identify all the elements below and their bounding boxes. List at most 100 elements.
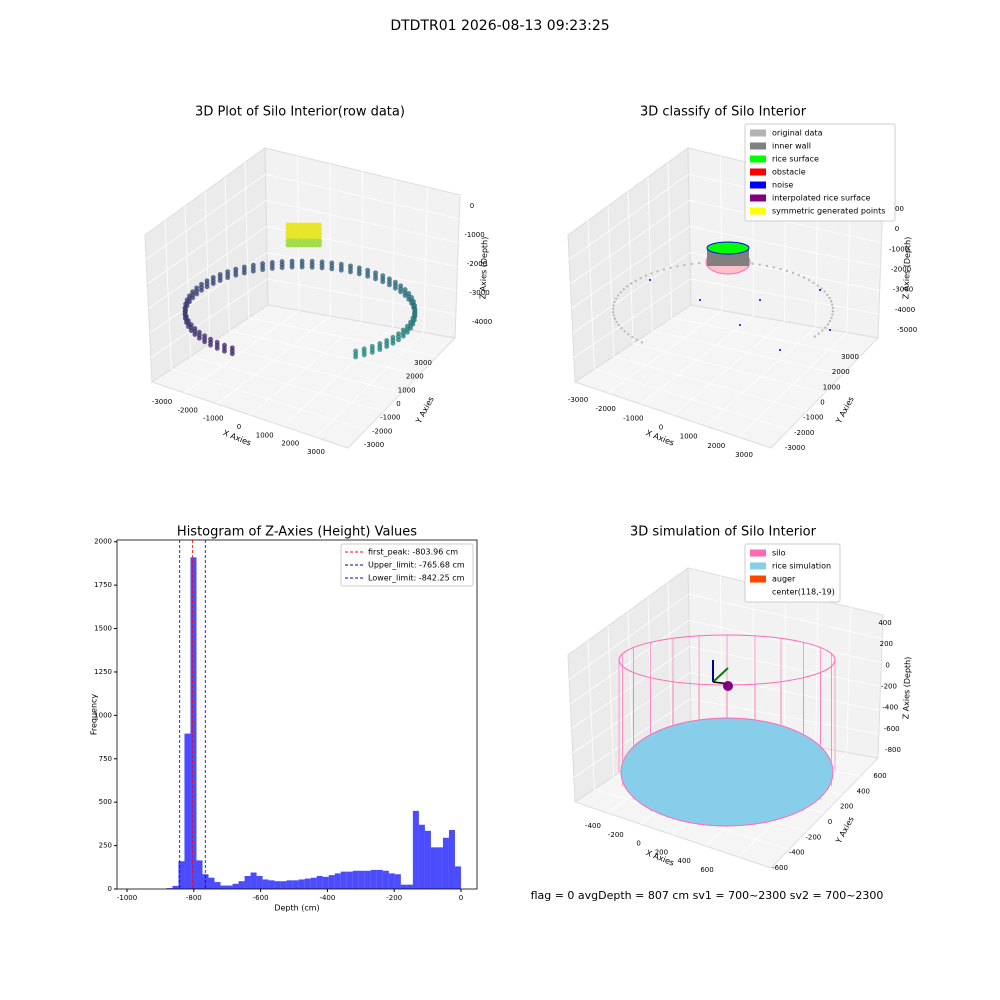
point <box>338 261 344 267</box>
yticks-label: 1000 <box>398 386 416 394</box>
point <box>208 336 213 342</box>
bar <box>322 876 329 889</box>
point <box>296 238 301 244</box>
zticks-label: 0 <box>470 202 474 210</box>
point <box>289 230 294 236</box>
point <box>630 282 633 285</box>
yticks-label: 400 <box>857 787 870 795</box>
point <box>616 294 620 297</box>
point <box>317 242 322 248</box>
point <box>303 242 308 248</box>
bar <box>226 885 233 889</box>
point <box>384 338 390 343</box>
point <box>791 271 795 275</box>
bar <box>406 884 413 889</box>
point <box>816 284 819 287</box>
point <box>377 341 383 346</box>
point <box>830 316 833 320</box>
legend-label: obstacle <box>772 168 806 177</box>
bar <box>400 884 407 889</box>
point <box>319 259 325 265</box>
legend-label: interpolated rice surface <box>772 194 870 203</box>
point <box>313 234 319 240</box>
point <box>306 242 312 248</box>
point <box>310 234 315 240</box>
point <box>260 261 266 267</box>
point <box>313 242 319 248</box>
pane-grid <box>573 698 691 778</box>
point <box>299 230 305 236</box>
y-tick-label: 750 <box>99 755 112 763</box>
bar <box>172 885 179 889</box>
yticks-label: -1000 <box>380 414 400 422</box>
point <box>614 297 618 300</box>
axis-label: Y Axies <box>834 395 856 426</box>
point <box>289 222 294 228</box>
legend-label: rice simulation <box>772 562 831 571</box>
point <box>410 315 416 321</box>
yticks-label: 2000 <box>406 373 424 381</box>
point <box>353 348 359 354</box>
point <box>831 303 834 306</box>
xticks-label: 3000 <box>735 451 753 459</box>
point <box>634 279 637 282</box>
xticks-label: -400 <box>585 822 601 830</box>
footer: flag = 0 avgDepth = 807 cm sv1 = 700~230… <box>531 889 884 902</box>
bar <box>208 877 215 889</box>
point <box>285 238 291 244</box>
xticks-label: 200 <box>655 848 668 856</box>
point <box>299 234 305 240</box>
legend-swatch <box>750 575 766 583</box>
point <box>303 234 308 240</box>
point <box>627 333 630 336</box>
chart-title: 3D Plot of Silo Interior(row data) <box>195 105 405 120</box>
bar <box>292 880 299 889</box>
point <box>400 327 406 333</box>
point <box>751 262 754 265</box>
bar <box>214 882 221 889</box>
point <box>269 260 275 265</box>
bar <box>280 881 287 889</box>
point <box>779 267 782 271</box>
y-tick-label: 250 <box>99 842 112 850</box>
bar <box>382 870 389 889</box>
point <box>292 222 298 228</box>
point <box>828 320 832 323</box>
yticks-label: -1000 <box>803 414 823 422</box>
legend-swatch <box>750 181 766 189</box>
chart-title: 3D simulation of Silo Interior <box>630 525 817 540</box>
y-tick-label: 2000 <box>94 538 112 546</box>
xticks-label: 400 <box>678 857 691 865</box>
point <box>619 291 622 294</box>
axis-label: Z Axies (Depth) <box>901 657 912 720</box>
bar <box>274 881 281 889</box>
bar <box>454 866 461 889</box>
point <box>819 289 821 291</box>
yticks-label: 3000 <box>841 353 859 361</box>
bar <box>412 810 419 889</box>
point <box>289 242 294 248</box>
bar <box>358 870 365 889</box>
legend-box <box>744 123 896 222</box>
xticks-label: 1000 <box>256 431 274 439</box>
xticks-label: 0 <box>636 840 640 848</box>
point <box>622 288 625 291</box>
xticks-label: -1000 <box>203 415 223 423</box>
bar <box>328 875 335 889</box>
bar <box>310 877 317 889</box>
point <box>797 273 800 277</box>
point <box>611 307 615 310</box>
bar <box>286 880 293 889</box>
point <box>313 222 319 228</box>
point <box>196 329 202 335</box>
point <box>831 306 835 310</box>
point <box>412 307 418 313</box>
yticks-label: -200 <box>805 833 821 841</box>
point <box>310 230 315 236</box>
point <box>299 242 305 248</box>
xticks-label: -2000 <box>177 406 197 414</box>
legend-box <box>340 543 474 587</box>
point <box>317 230 322 236</box>
point <box>739 324 741 326</box>
